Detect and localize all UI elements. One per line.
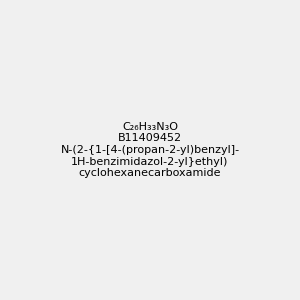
Text: C₂₆H₃₃N₃O
B11409452
N-(2-{1-[4-(propan-2-yl)benzyl]-
1H-benzimidazol-2-yl}ethyl): C₂₆H₃₃N₃O B11409452 N-(2-{1-[4-(propan-2… (60, 122, 240, 178)
